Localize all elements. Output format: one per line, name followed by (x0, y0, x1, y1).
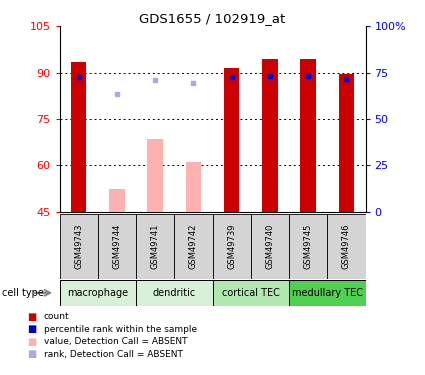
Bar (71, 62, 86, 212)
Text: percentile rank within the sample: percentile rank within the sample (44, 325, 197, 334)
Text: rank, Detection Call = ABSENT: rank, Detection Call = ABSENT (44, 350, 183, 358)
Text: GSM49740: GSM49740 (265, 224, 275, 269)
FancyBboxPatch shape (251, 214, 289, 279)
Bar (300, 59, 316, 212)
Text: GSM49743: GSM49743 (74, 224, 83, 269)
FancyBboxPatch shape (136, 214, 174, 279)
Text: macrophage: macrophage (67, 288, 128, 298)
Bar (339, 74, 354, 212)
Text: medullary TEC: medullary TEC (292, 288, 363, 298)
Text: count: count (44, 312, 69, 321)
Text: ■: ■ (28, 337, 37, 346)
Text: dendritic: dendritic (153, 288, 196, 298)
Text: GSM49739: GSM49739 (227, 224, 236, 269)
Text: ■: ■ (28, 349, 37, 359)
Text: cell type: cell type (2, 288, 44, 298)
Text: value, Detection Call = ABSENT: value, Detection Call = ABSENT (44, 337, 187, 346)
FancyBboxPatch shape (136, 280, 212, 306)
FancyBboxPatch shape (289, 214, 327, 279)
FancyBboxPatch shape (212, 280, 289, 306)
Bar (109, 189, 125, 212)
Text: ■: ■ (28, 324, 37, 334)
FancyBboxPatch shape (60, 214, 98, 279)
FancyBboxPatch shape (174, 214, 212, 279)
Bar (224, 68, 239, 212)
FancyBboxPatch shape (98, 214, 136, 279)
Text: GSM49742: GSM49742 (189, 224, 198, 269)
Text: ■: ■ (28, 312, 37, 322)
Text: GSM49745: GSM49745 (303, 224, 313, 269)
Text: cortical TEC: cortical TEC (222, 288, 280, 298)
FancyBboxPatch shape (60, 280, 136, 306)
FancyBboxPatch shape (212, 214, 251, 279)
Bar (186, 162, 201, 212)
Title: GDS1655 / 102919_at: GDS1655 / 102919_at (139, 12, 286, 25)
Text: GSM49746: GSM49746 (342, 224, 351, 269)
Bar (147, 139, 163, 212)
Text: GSM49741: GSM49741 (150, 224, 160, 269)
FancyBboxPatch shape (327, 214, 366, 279)
FancyBboxPatch shape (289, 280, 366, 306)
Bar (262, 59, 278, 212)
Text: GSM49744: GSM49744 (112, 224, 122, 269)
